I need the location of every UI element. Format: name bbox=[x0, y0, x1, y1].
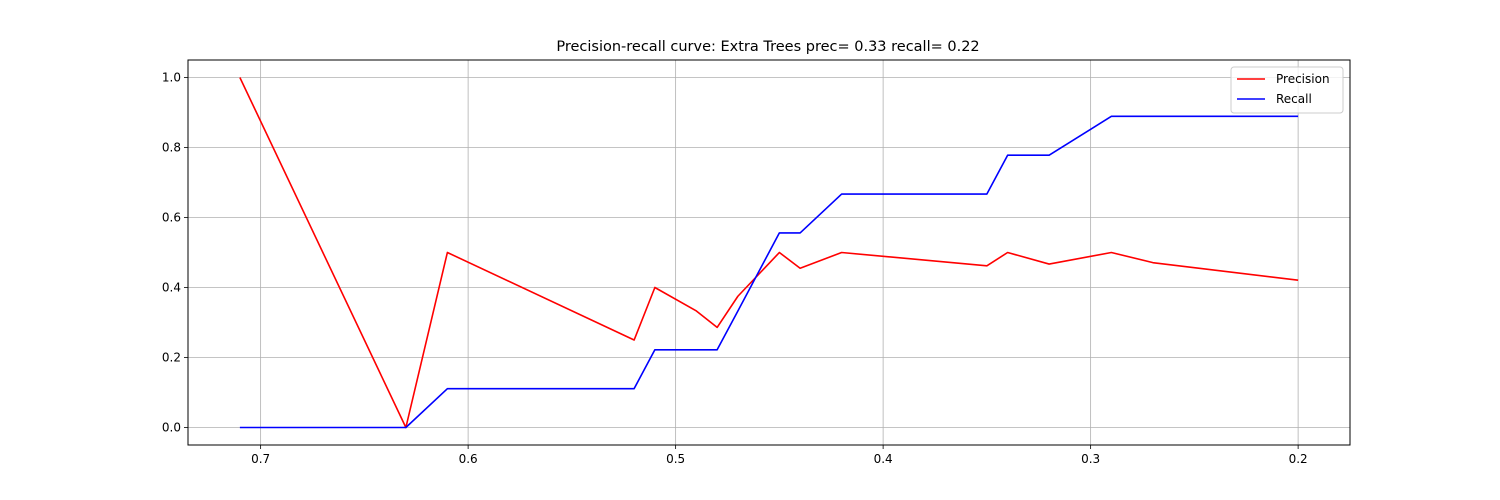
tick-layer: 0.7 0.6 0.5 0.4 0.3 0.2 0.0 0.2 0.4 0.6 0.8 1.0 bbox=[162, 71, 1308, 467]
x-tick-label: 0.4 bbox=[874, 452, 893, 466]
x-tick-label: 0.7 bbox=[251, 452, 270, 466]
plot-frame bbox=[187, 59, 1351, 446]
series-line-precision bbox=[239, 77, 1299, 429]
x-tick-label: 0.6 bbox=[459, 452, 478, 466]
legend-label-precision: Precision bbox=[1276, 72, 1330, 86]
legend: Precision Recall bbox=[1230, 66, 1344, 114]
x-tick-label: 0.3 bbox=[1081, 452, 1100, 466]
y-tick-label: 0.4 bbox=[162, 281, 181, 295]
y-tick-label: 0.6 bbox=[162, 211, 181, 225]
series-layer bbox=[239, 77, 1299, 429]
x-tick-label: 0.5 bbox=[666, 452, 685, 466]
y-tick-label: 1.0 bbox=[162, 71, 181, 85]
y-tick-label: 0.2 bbox=[162, 351, 181, 365]
grid-layer bbox=[188, 60, 1350, 445]
legend-label-recall: Recall bbox=[1276, 92, 1312, 106]
x-tick-label: 0.2 bbox=[1289, 452, 1308, 466]
chart-title: Precision-recall curve: Extra Trees prec… bbox=[556, 39, 979, 55]
y-tick-label: 0.0 bbox=[162, 421, 181, 435]
y-tick-label: 0.8 bbox=[162, 141, 181, 155]
series-line-recall bbox=[239, 115, 1299, 429]
